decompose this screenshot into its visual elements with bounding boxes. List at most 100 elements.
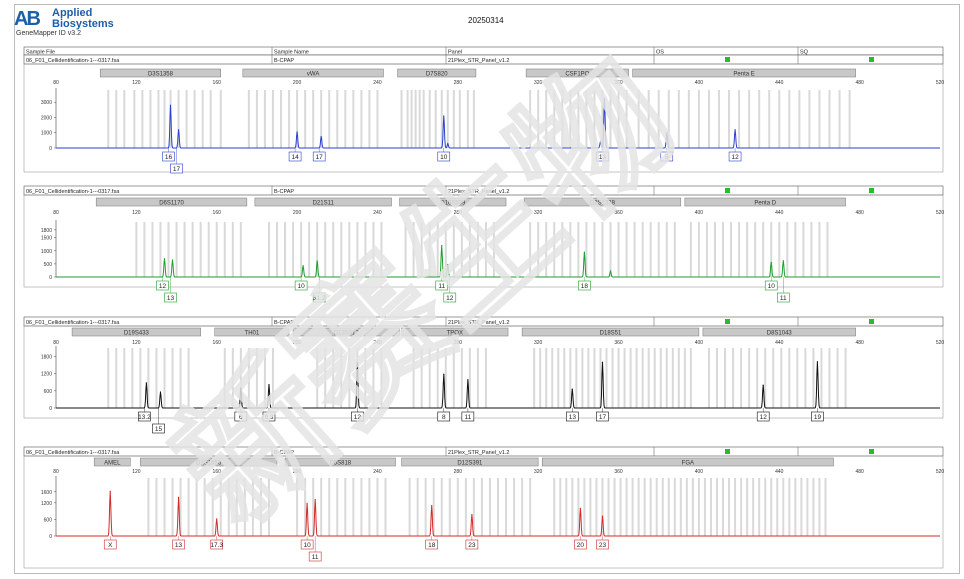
allele-call-box [437,411,451,422]
allele-call-label: 5 [665,154,669,161]
allele-bin [139,348,142,408]
allele-bin [635,348,638,408]
allele-bin [418,90,421,148]
allele-bin [649,478,652,536]
allele-bin [718,90,720,148]
peak-apex [447,263,449,266]
sample-name: B-CPAP [274,189,294,195]
allele-bin [778,222,781,277]
allele-call-label: 15 [155,426,163,433]
allele-bin [300,222,303,277]
allele-bin [802,222,805,277]
column-header-sample-file: Sample File [26,50,55,56]
allele-bin [539,348,542,408]
allele-call-label: 12 [354,414,362,421]
x-tick-label: 80 [53,469,59,475]
allele-bin [707,348,710,408]
peak-apex [603,97,606,99]
allele-call-box [437,151,451,162]
allele-bin [768,90,771,148]
allele-bin [380,222,383,277]
column-header-sq: SQ [800,50,809,56]
allele-bin [187,478,190,536]
allele-bin [551,348,554,408]
allele-bin [149,90,152,148]
allele-bin [529,222,532,277]
x-tick-label: 200 [293,469,302,475]
allele-bin [577,478,580,536]
marker-label: D8S1043 [767,331,793,337]
marker-label: Penta D [754,201,776,207]
allele-bin [697,478,700,536]
allele-call-box [156,280,169,291]
peak-apex [356,361,358,363]
os-status-indicator [725,188,730,193]
allele-call-label: 12 [760,414,768,421]
x-tick-label: 120 [132,80,141,86]
allele-bin [131,348,134,408]
allele-bin [810,222,813,277]
allele-bin [732,348,735,408]
y-tick-label: 1500 [41,236,52,242]
peak-apex [782,260,784,262]
marker-bar-d3s1358 [99,68,221,78]
allele-bin [631,478,634,536]
allele-bin [271,348,274,408]
marker-label: D6S1170 [159,201,184,207]
allele-call-label: 13 [175,542,183,549]
allele-bin [263,348,266,408]
allele-bin [484,222,487,277]
allele-bin [685,478,688,536]
peak-apex [159,391,162,393]
allele-bin [758,90,761,148]
allele-call-box [443,292,457,303]
peak-apex [599,140,602,143]
allele-bin [167,222,170,277]
allele-bin [316,222,319,277]
allele-bin [689,348,692,408]
allele-bin [271,90,274,148]
peak-apex [443,115,445,117]
allele-call-label: 17 [316,154,324,161]
marker-bar-d5s818 [284,457,396,467]
marker-bar-fga [541,457,834,467]
marker-bar-d12s391 [401,457,539,467]
allele-bin [820,348,823,408]
allele-bin [848,90,851,148]
allele-call-label: 13 [599,154,607,161]
allele-call-box [103,539,117,550]
allele-bin [788,478,791,536]
allele-call-label: 19 [814,414,822,421]
peak-apex [314,498,316,501]
allele-bin [677,348,680,408]
allele-bin [312,90,315,148]
x-tick-label: 80 [53,80,59,86]
sample-name: B-CPAP [274,320,294,326]
y-tick-label: 600 [44,389,53,395]
allele-bin [191,222,194,277]
allele-bin [764,478,767,536]
allele-bin [569,90,572,148]
allele-call-box [210,539,224,550]
allele-bin [780,348,783,408]
allele-bin [352,90,355,148]
allele-bin [764,348,767,408]
allele-bin [472,478,475,536]
allele-call-box [164,292,177,303]
allele-bin [537,222,540,277]
brand-line-2: Biosystems [52,18,114,30]
allele-bin [629,348,632,408]
peak-apex [467,379,469,381]
allele-bin [571,478,574,536]
x-tick-label: 280 [454,340,463,346]
allele-bin [420,348,423,408]
allele-bin [581,348,584,408]
allele-call-box [262,411,276,422]
allele-call-label: 17 [173,166,181,173]
allele-bin [434,90,437,148]
allele-bin [193,90,196,148]
allele-bin [537,90,540,148]
marker-label: TPOX [447,331,463,337]
marker-bar-vwa [242,68,384,78]
allele-call-box [596,151,609,162]
